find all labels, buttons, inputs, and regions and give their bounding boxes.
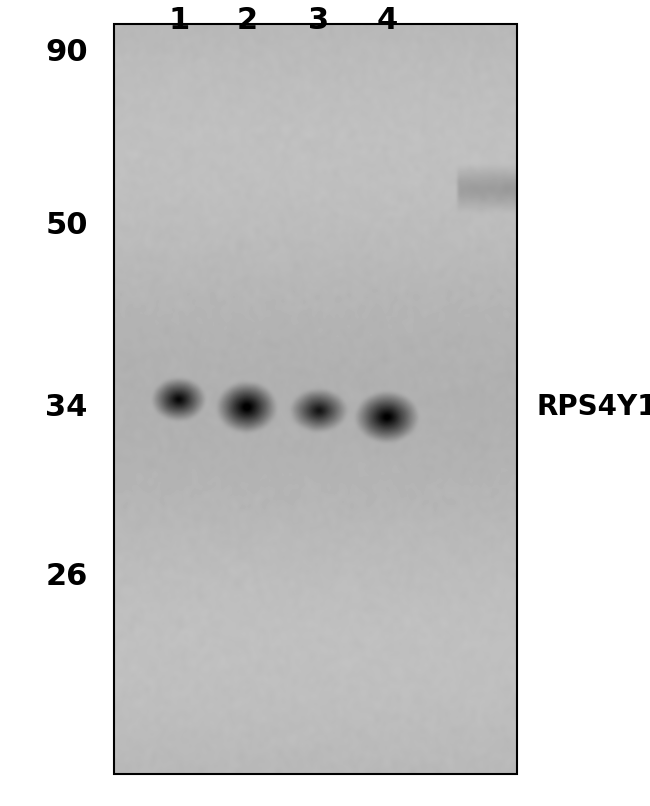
Text: 34: 34 [46, 393, 88, 422]
Text: 2: 2 [237, 6, 257, 35]
Text: 90: 90 [45, 38, 88, 67]
Text: 26: 26 [46, 562, 88, 591]
Text: 1: 1 [168, 6, 189, 35]
Text: 3: 3 [308, 6, 329, 35]
Text: 4: 4 [376, 6, 397, 35]
Text: 50: 50 [46, 211, 88, 240]
Bar [114, 24, 517, 774]
Text: RPS4Y1: RPS4Y1 [536, 393, 650, 421]
